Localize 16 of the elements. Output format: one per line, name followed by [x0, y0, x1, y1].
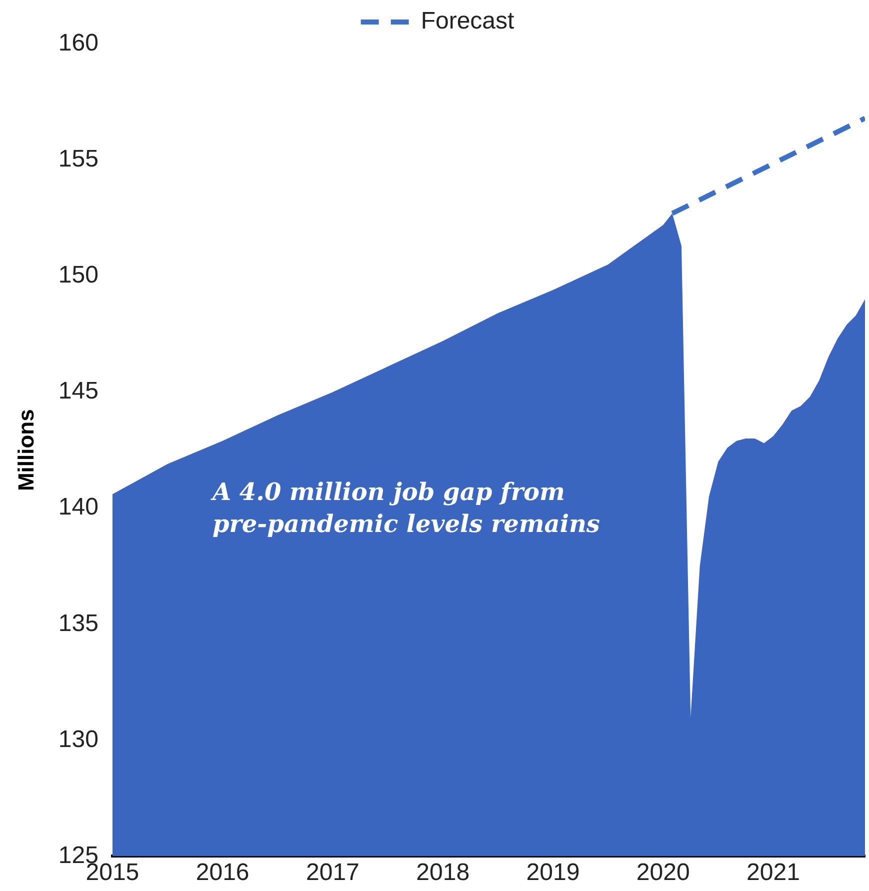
- legend-label: Forecast: [420, 8, 515, 35]
- y-tick-label: 135: [58, 610, 98, 637]
- y-tick-label: 155: [58, 146, 98, 173]
- y-tick-label: 130: [58, 726, 98, 753]
- y-tick-label: 150: [58, 262, 98, 289]
- x-tick-label: 2019: [526, 859, 580, 886]
- x-tick-label: 2021: [746, 859, 800, 886]
- x-tick-label: 2020: [636, 859, 690, 886]
- y-tick-label: 160: [58, 30, 98, 57]
- annotation: A 4.0 million job gap from pre-pandemic levels remains: [210, 477, 600, 538]
- x-tick-label: 2017: [306, 859, 360, 886]
- x-tick-label: 2016: [196, 859, 250, 886]
- y-tick-label: 145: [58, 378, 98, 405]
- y-tick-label: 140: [58, 494, 98, 521]
- x-tick-label: 2018: [416, 859, 470, 886]
- y-axis-title: Millions: [13, 409, 38, 492]
